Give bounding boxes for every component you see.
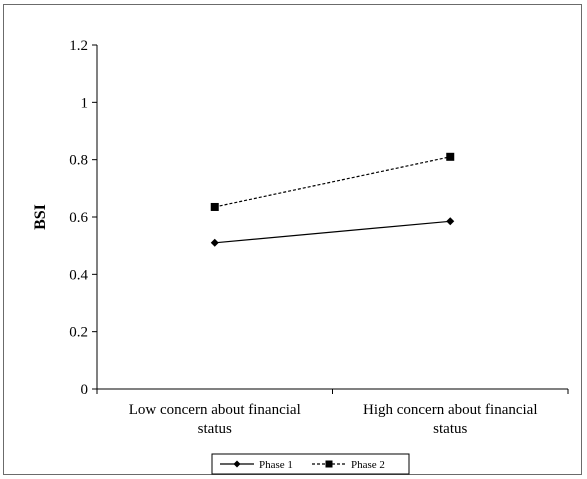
y-tick-label: 0.6 [69, 210, 88, 226]
series-line [214, 156, 451, 208]
data-point [210, 202, 219, 211]
data-point [446, 217, 455, 226]
legend-entry: Phase 1 [220, 459, 293, 471]
series-phase-2 [210, 152, 455, 211]
x-category-label: High concern about financial status [363, 402, 538, 437]
legend-label: Phase 1 [259, 459, 293, 471]
y-tick-label: 0 [81, 382, 89, 398]
data-point [446, 152, 455, 161]
y-tick-label: 0.8 [69, 153, 88, 169]
series-phase-1 [210, 217, 455, 247]
axes [96, 45, 568, 390]
chart-frame [3, 4, 582, 475]
legend-marker [233, 460, 241, 468]
data-point [210, 238, 219, 247]
legend: Phase 1 Phase 2 [211, 453, 410, 475]
legend-entry: Phase 2 [312, 459, 385, 471]
data-series [210, 152, 455, 247]
series-line [214, 220, 451, 244]
y-tick-label: 1 [81, 95, 89, 111]
x-axis-categories: Low concern about financial status High co… [96, 389, 569, 437]
legend-marker [325, 460, 333, 468]
legend-box [211, 453, 410, 475]
y-axis-ticks: 0 0.2 0.4 0.6 0.8 1 1.2 [69, 38, 97, 398]
y-tick-label: 0.2 [69, 325, 88, 341]
x-category-label: Low concern about financial status [129, 402, 301, 437]
y-tick-label: 1.2 [69, 38, 88, 54]
y-axis-label: BSI [32, 204, 49, 230]
legend-label: Phase 2 [351, 459, 385, 471]
y-tick-label: 0.4 [69, 267, 88, 283]
